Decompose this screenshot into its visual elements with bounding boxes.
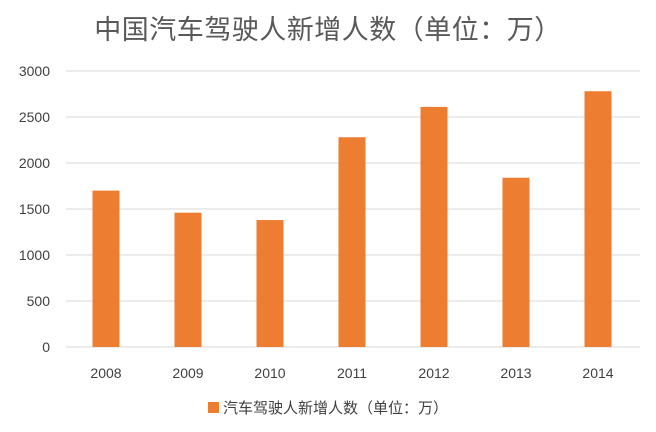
x-tick-label: 2010: [254, 365, 285, 381]
x-tick-label: 2011: [337, 365, 367, 381]
bar-2012: [420, 106, 448, 347]
chart-title: 中国汽车驾驶人新增人数（单位：万）: [94, 15, 562, 46]
bar-2014: [584, 91, 612, 348]
legend-label: 汽车驾驶人新增人数（单位：万）: [222, 399, 448, 417]
y-axis-ticks: 0 500 1000 1500 2000 2500 3000: [19, 63, 50, 355]
legend: 汽车驾驶人新增人数（单位：万）: [0, 397, 656, 418]
bar-2010: [256, 220, 284, 347]
legend-swatch: [207, 402, 219, 413]
x-tick-label: 2012: [418, 365, 449, 381]
x-tick-label: 2008: [90, 365, 121, 381]
y-tick-label: 3000: [19, 63, 50, 79]
bar-2008: [92, 190, 120, 347]
x-tick-label: 2009: [172, 365, 203, 381]
y-tick-label: 500: [27, 293, 51, 309]
bar-2009: [174, 212, 202, 347]
bars: [92, 91, 612, 348]
x-tick-label: 2013: [500, 365, 531, 381]
bar-2011: [338, 137, 366, 347]
y-tick-label: 1500: [19, 201, 50, 217]
y-tick-label: 2000: [19, 155, 50, 171]
y-tick-label: 0: [42, 339, 50, 355]
bar-2013: [502, 177, 530, 347]
x-tick-label: 2014: [582, 365, 613, 381]
x-axis-ticks: 2008 2009 2010 2011 2012 2013 2014: [90, 365, 613, 381]
y-tick-label: 1000: [19, 247, 50, 263]
y-tick-label: 2500: [19, 109, 50, 125]
